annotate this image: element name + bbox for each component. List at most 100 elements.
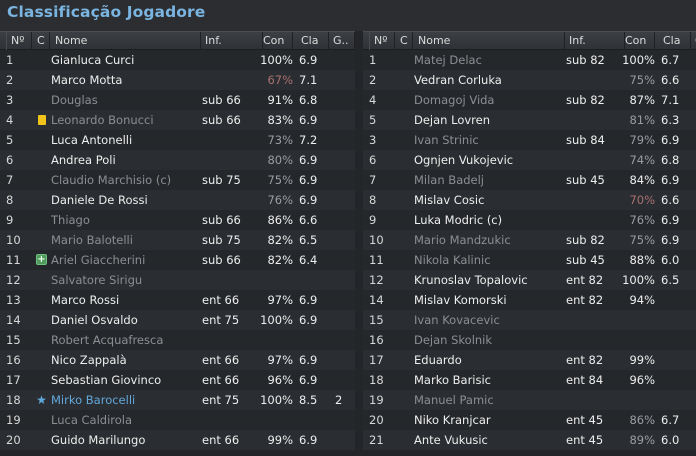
table-row[interactable]: 15 Ivan Kovacevic: [363, 310, 696, 330]
table-row[interactable]: 18 ★ Mirko Barocelli ent 75 100% 8.5 2: [0, 390, 355, 410]
table-row[interactable]: 13 Marco Rossi ent 66 97% 6.9: [0, 290, 355, 310]
home-player-condition: 91%: [267, 93, 293, 107]
home-column-header-condition[interactable]: Con: [259, 32, 293, 50]
away-row-number: 14: [369, 293, 384, 307]
away-player-goals: [691, 190, 696, 210]
away-column-header-rating[interactable]: Cla: [659, 32, 691, 50]
away-column-header-goals[interactable]: G..: [691, 32, 696, 50]
away-row-status-icon-cell: [396, 350, 413, 370]
home-row-number: 6: [6, 153, 14, 167]
home-column-header-rating[interactable]: Cla: [297, 32, 329, 50]
table-row[interactable]: 18 Marko Barisic ent 84 96%: [363, 370, 696, 390]
home-player-info: [201, 410, 264, 430]
home-player-name: Nico Zappalà: [51, 353, 127, 367]
home-player-name: Ariel Giaccherini: [51, 253, 146, 267]
table-row[interactable]: 14 Mislav Komorski ent 82 94%: [363, 290, 696, 310]
away-row-status-icon-cell: [396, 290, 413, 310]
away-column-header-number[interactable]: Nº: [369, 32, 395, 50]
home-player-goals: [329, 310, 355, 330]
home-player-goals: [329, 350, 355, 370]
table-row[interactable]: 7 Milan Badelj sub 45 84% 6.9: [363, 170, 696, 190]
table-row[interactable]: 19 Manuel Pamic: [363, 390, 696, 410]
table-row[interactable]: 16 Nico Zappalà ent 66 97% 6.9: [0, 350, 355, 370]
home-column-header-name[interactable]: Nome: [51, 32, 201, 50]
table-row[interactable]: 15 Robert Acquafresca: [0, 330, 355, 350]
home-player-rating: 6.4: [299, 253, 318, 267]
table-row[interactable]: 9 Luka Modric (c) 76% 6.9: [363, 210, 696, 230]
table-row[interactable]: 10 Mario Mandzukic sub 82 75% 6.9: [363, 230, 696, 250]
table-row[interactable]: 1 Gianluca Curci 100% 6.9: [0, 50, 355, 70]
table-row[interactable]: 16 Dejan Skolnik: [363, 330, 696, 350]
home-column-header-card[interactable]: C: [33, 32, 50, 50]
table-row[interactable]: 5 Luca Antonelli 73% 7.2: [0, 130, 355, 150]
away-player-name: Niko Kranjcar: [414, 413, 491, 427]
away-player-info: sub 82: [566, 53, 605, 67]
away-player-rating: 6.0: [661, 433, 680, 447]
away-row-status-icon-cell: [396, 170, 413, 190]
table-row[interactable]: 11 Nikola Kalinic sub 45 88% 6.0: [363, 250, 696, 270]
home-column-header-goals[interactable]: G..: [329, 32, 355, 50]
home-player-condition: 97%: [267, 293, 293, 307]
away-column-header-info[interactable]: Inf.: [565, 32, 625, 50]
table-row[interactable]: 11 + Ariel Giaccherini sub 66 82% 6.4: [0, 250, 355, 270]
home-column-header-info[interactable]: Inf.: [201, 32, 263, 50]
away-player-condition: 87%: [629, 93, 655, 107]
table-row[interactable]: 17 Sebastian Giovinco ent 66 96% 6.9: [0, 370, 355, 390]
table-row[interactable]: 9 Thiago sub 66 86% 6.6: [0, 210, 355, 230]
table-row[interactable]: 21 Ante Vukusic ent 45 89% 6.0: [363, 430, 696, 450]
home-player-name: Gianluca Curci: [51, 53, 135, 67]
table-row[interactable]: 2 Marco Motta 67% 7.1: [0, 70, 355, 90]
away-player-rating: [659, 370, 693, 390]
away-column-header-condition[interactable]: Con: [621, 32, 655, 50]
home-player-rating: 6.6: [299, 213, 318, 227]
table-row[interactable]: 19 Luca Caldirola: [0, 410, 355, 430]
away-player-condition: [621, 330, 655, 350]
away-player-name: Dejan Skolnik: [414, 333, 493, 347]
away-column-header-name[interactable]: Nome: [414, 32, 565, 50]
table-row[interactable]: 1 Matej Delac sub 82 100% 6.7: [363, 50, 696, 70]
home-row-number: 5: [6, 133, 14, 147]
away-row-number: 15: [369, 313, 384, 327]
home-row-status-icon-cell: [33, 50, 50, 70]
table-row[interactable]: 17 Eduardo ent 82 99%: [363, 350, 696, 370]
home-player-rating: 6.9: [299, 173, 318, 187]
table-row[interactable]: 5 Dejan Lovren 81% 6.3: [363, 110, 696, 130]
table-row[interactable]: 6 Andrea Poli 80% 6.9: [0, 150, 355, 170]
away-row-status-icon-cell: [396, 130, 413, 150]
away-player-info: [565, 70, 626, 90]
table-row[interactable]: 12 Salvatore Sirigu: [0, 270, 355, 290]
table-row[interactable]: 20 Niko Kranjcar ent 45 86% 6.7: [363, 410, 696, 430]
home-row-status-icon-cell: [33, 150, 50, 170]
table-row[interactable]: 20 Guido Marilungo ent 66 99% 6.9: [0, 430, 355, 450]
table-row[interactable]: 8 Mislav Cosic 70% 6.6: [363, 190, 696, 210]
home-player-condition: 86%: [267, 213, 293, 227]
home-player-info: sub 75: [202, 233, 241, 247]
table-row[interactable]: 2 Vedran Corluka 75% 6.6: [363, 70, 696, 90]
table-row[interactable]: 6 Ognjen Vukojevic 74% 6.8: [363, 150, 696, 170]
away-player-condition: 75%: [629, 73, 655, 87]
home-row-number: 7: [6, 173, 14, 187]
away-row-status-icon-cell: [396, 150, 413, 170]
home-player-name: Andrea Poli: [51, 153, 116, 167]
table-row[interactable]: 12 Krunoslav Topalovic ent 82 100% 6.5: [363, 270, 696, 290]
home-player-condition: 100%: [260, 393, 293, 407]
table-row[interactable]: 3 Douglas sub 66 91% 6.8: [0, 90, 355, 110]
table-row[interactable]: 4 Domagoj Vida sub 82 87% 7.1: [363, 90, 696, 110]
table-row[interactable]: 4 Leonardo Bonucci sub 66 83% 6.9: [0, 110, 355, 130]
home-player-condition: 67%: [267, 73, 293, 87]
table-row[interactable]: 10 Mario Balotelli sub 75 82% 6.5: [0, 230, 355, 250]
away-player-rating: 6.9: [661, 233, 680, 247]
home-player-rating: 7.1: [299, 73, 318, 87]
away-column-header-card[interactable]: C: [396, 32, 413, 50]
away-player-condition: 81%: [629, 113, 655, 127]
home-player-condition: 97%: [267, 353, 293, 367]
away-player-rating: 6.9: [661, 133, 680, 147]
home-row-status-icon-cell: [33, 350, 50, 370]
table-row[interactable]: 3 Ivan Strinic sub 84 79% 6.9: [363, 130, 696, 150]
home-player-name: Mario Balotelli: [51, 233, 133, 247]
table-row[interactable]: 8 Daniele De Rossi 76% 6.9: [0, 190, 355, 210]
table-row[interactable]: 14 Daniel Osvaldo ent 75 100% 6.9: [0, 310, 355, 330]
home-column-header-number[interactable]: Nº: [6, 32, 32, 50]
home-row-status-icon-cell: [33, 430, 50, 450]
table-row[interactable]: 7 Claudio Marchisio (c) sub 75 75% 6.9: [0, 170, 355, 190]
